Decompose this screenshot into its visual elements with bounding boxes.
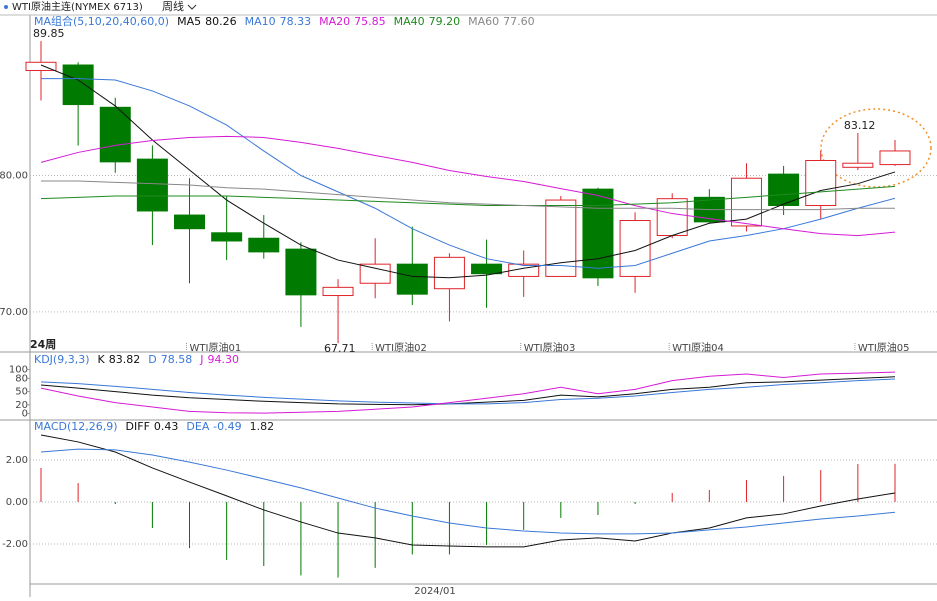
candle-body	[174, 214, 206, 230]
candle-body	[471, 263, 503, 275]
period-dropdown[interactable]	[187, 4, 197, 10]
legend-name: DEA	[186, 420, 209, 433]
legend: KDJ(9,3,3) K 83.82 D 78.58 J 94.30	[34, 353, 239, 366]
symbol: WTI原油主连(NYMEX 6713)	[12, 0, 143, 13]
legend-value: 83.82	[109, 353, 141, 366]
candle-body	[545, 199, 577, 277]
legend-name: K	[98, 353, 106, 366]
bullet	[4, 5, 8, 9]
candle-body	[582, 188, 614, 279]
legend-value: 79.20	[429, 15, 461, 28]
legend-value: -0.49	[213, 420, 241, 433]
candle-body	[842, 162, 874, 168]
legend-title: MACD(12,26,9)	[34, 420, 118, 433]
candle-body	[285, 248, 317, 296]
ma-line	[40, 448, 896, 535]
low-annotation: 67.71	[324, 342, 356, 355]
legend: MACD(12,26,9) DIFF 0.43 DEA -0.49 1.82	[34, 420, 274, 433]
legend-value: 78.58	[161, 353, 193, 366]
y-tick-label: 20	[15, 400, 28, 411]
y-tick-label: 0.00	[6, 497, 28, 508]
legend-name: DIFF	[126, 420, 150, 433]
candle-body	[359, 263, 391, 284]
candle-body	[619, 220, 651, 277]
y-tick-label: 100	[9, 365, 28, 376]
candle-body	[25, 61, 57, 71]
legend-value: 0.43	[154, 420, 179, 433]
y-tick-label: 50	[15, 387, 28, 398]
legend-value: 80.26	[205, 15, 237, 28]
candle-body	[248, 237, 280, 253]
legend-name: MA40	[394, 15, 425, 28]
ma-line	[40, 376, 896, 406]
y-tick-label: 80.00	[0, 170, 28, 181]
candle-body	[656, 198, 688, 237]
highlight-ellipse	[820, 108, 932, 188]
legend-title: KDJ(9,3,3)	[34, 353, 90, 366]
x-tick-label: WTI原油01	[190, 341, 242, 354]
high-annotation: 89.85	[33, 27, 65, 40]
legend-value: 94.30	[207, 353, 239, 366]
ma-line	[40, 378, 896, 405]
legend: MA组合(5,10,20,40,60,0) MA5 80.26 MA10 78.33 MA…	[34, 14, 535, 28]
ma-line	[40, 64, 896, 279]
legend-name: MA5	[177, 15, 201, 28]
candle-body	[99, 106, 131, 163]
high-annotation: 83.12	[844, 119, 876, 132]
ma-line	[40, 185, 896, 207]
legend-name: MA20	[319, 15, 350, 28]
candle-body	[62, 64, 94, 106]
ma-line	[41, 180, 895, 211]
x-tick-label: WTI原油03	[524, 341, 576, 354]
candle-body	[396, 263, 428, 295]
period[interactable]: 周线	[162, 0, 184, 13]
legend-value: 78.33	[280, 15, 312, 28]
candle-body	[322, 286, 354, 297]
candle-body	[433, 256, 465, 290]
candle-body	[805, 159, 837, 207]
legend-value: 75.85	[354, 15, 386, 28]
candle-body	[730, 177, 762, 227]
y-tick-label: 2.00	[6, 455, 28, 466]
period-label: 24周	[30, 338, 56, 351]
ma-line	[40, 135, 896, 237]
x-tick-label: WTI原油05	[858, 341, 910, 354]
ma-line	[41, 78, 896, 269]
legend-name: MA60	[468, 15, 499, 28]
y-tick-label: 70.00	[0, 307, 28, 318]
legend-name: MA10	[245, 15, 276, 28]
date-label: 2024/01	[414, 586, 456, 597]
candle-body	[879, 150, 911, 166]
legend-value: 77.60	[503, 15, 535, 28]
x-tick-label: WTI原油02	[375, 341, 427, 354]
legend-value: 1.82	[250, 420, 275, 433]
y-tick-label: 80	[15, 373, 28, 384]
legend-name: J	[199, 353, 203, 366]
legend-title: MA组合(5,10,20,40,60,0)	[34, 14, 169, 28]
y-tick-label: 0	[22, 409, 28, 420]
y-tick-label: -2.00	[2, 539, 28, 550]
ma-line	[40, 434, 896, 548]
legend-name: D	[148, 353, 156, 366]
candle-body	[211, 232, 243, 242]
x-tick-label: WTI原油04	[672, 341, 724, 354]
candle-body	[136, 158, 168, 212]
ma-line	[40, 371, 896, 414]
